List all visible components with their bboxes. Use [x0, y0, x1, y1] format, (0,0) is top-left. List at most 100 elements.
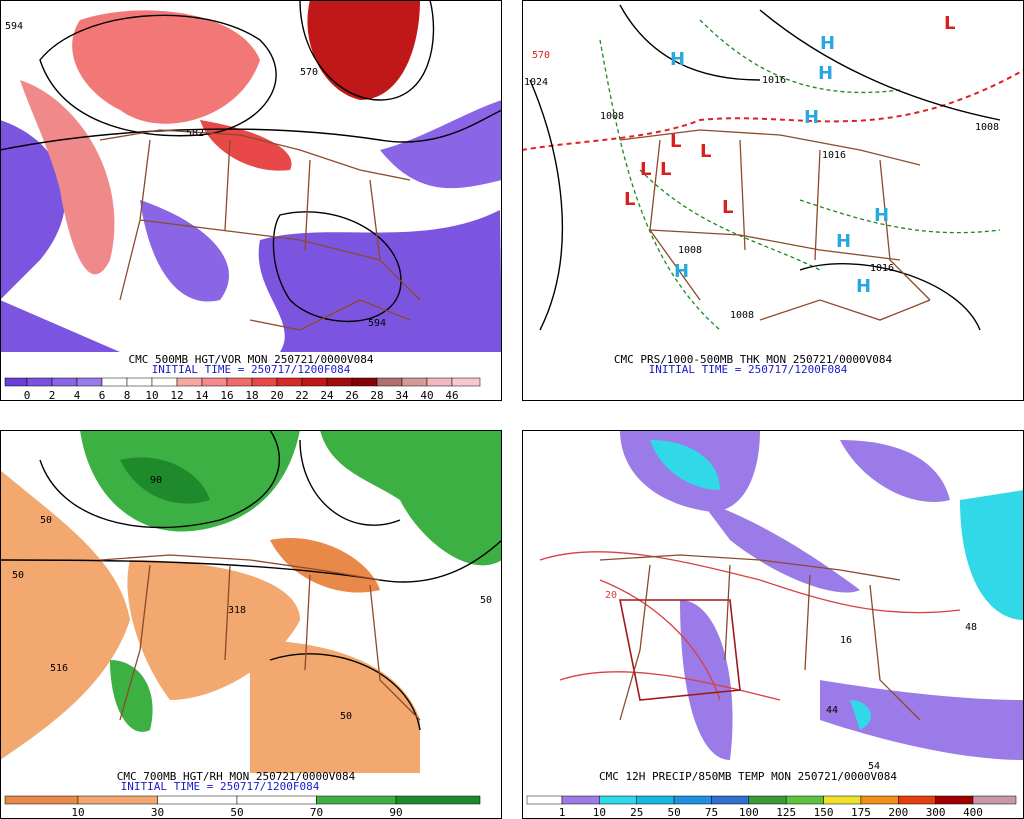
colorbar-label: 300: [926, 806, 946, 819]
colorbar-swatch: [26, 377, 53, 387]
initial-time: INITIAL TIME = 250717/1200F084: [152, 363, 351, 376]
colorbar-label: 150: [814, 806, 834, 819]
colorbar-swatch: [823, 795, 862, 805]
colorbar-swatch: [673, 795, 712, 805]
colorbar-swatch: [599, 795, 637, 805]
initial-time: INITIAL TIME = 250717/1200F084: [121, 780, 320, 793]
colorbar-swatch: [972, 795, 1017, 805]
colorbar-swatch: [376, 377, 403, 387]
colorbar-swatch: [101, 377, 128, 387]
colorbar-label: 2: [49, 389, 56, 402]
pressure-map: 570 1024 1016 1016 1008 1008 1008 1008 1…: [522, 4, 1024, 331]
contour-label: 1016: [762, 75, 786, 86]
colorbar-swatch: [76, 377, 103, 387]
colorbar-label: 6: [99, 389, 106, 402]
contour-label: 1008: [678, 245, 702, 256]
caption: CMC 12H PRECIP/850MB TEMP MON 250721/000…: [599, 770, 897, 783]
contour-label: 1008: [600, 111, 624, 122]
high-symbol: H: [856, 276, 871, 297]
colorbar-swatch: [251, 377, 278, 387]
contour-label: 1008: [730, 310, 754, 321]
contour-label: 594: [368, 318, 386, 329]
colorbar-swatch: [898, 795, 936, 805]
colorbar-label: 12: [170, 389, 183, 402]
colorbar-label: 25: [630, 806, 643, 819]
colorbar-swatch: [526, 795, 563, 805]
colorbar-label: 90: [389, 806, 402, 819]
colorbar-swatch: [401, 377, 428, 387]
colorbar-swatch: [151, 377, 178, 387]
colorbar-label: 46: [445, 389, 458, 402]
high-symbol: H: [674, 261, 689, 282]
contour-label: 20: [605, 590, 617, 601]
colorbar-swatch: [326, 377, 353, 387]
colorbar-swatch: [176, 377, 203, 387]
colorbar-swatch: [561, 795, 600, 805]
contour-label: 16: [840, 635, 852, 646]
contour-label: 1024: [524, 77, 548, 88]
colorbar-label: 10: [71, 806, 84, 819]
low-symbol: L: [670, 131, 681, 152]
colorbar-swatch: [126, 377, 153, 387]
colorbar-label: 50: [667, 806, 680, 819]
colorbar-label: 125: [776, 806, 796, 819]
colorbar-swatch: [276, 377, 303, 387]
colorbar-swatch: [351, 377, 378, 387]
high-symbol: H: [804, 107, 819, 128]
low-symbol: L: [944, 13, 955, 34]
initial-time: INITIAL TIME = 250717/1200F084: [649, 363, 848, 376]
colorbar-label: 14: [195, 389, 209, 402]
colorbar-swatch: [935, 795, 974, 805]
high-symbol: H: [836, 231, 851, 252]
colorbar-label: 75: [705, 806, 718, 819]
precip-map: 44 48 16 54 20: [539, 430, 1024, 772]
colorbar-label: 28: [370, 389, 383, 402]
contour-label: 594: [5, 21, 23, 32]
colorbar-label: 20: [270, 389, 283, 402]
colorbar-swatch: [785, 795, 824, 805]
caption: CMC 700MB HGT/RH MON 250721/0000V084: [117, 770, 356, 783]
vorticity-map: 594 570 582 594: [0, 0, 502, 352]
panel-frame: [522, 430, 1024, 819]
contour-label: 44: [826, 705, 838, 716]
high-symbol: H: [818, 63, 833, 84]
colorbar-label: 4: [74, 389, 81, 402]
colorbar-swatch: [451, 377, 481, 387]
colorbar-label: 16: [220, 389, 233, 402]
contour-label: 582: [186, 128, 204, 139]
colorbar-swatch: [636, 795, 675, 805]
contour-label: 1016: [870, 263, 894, 274]
low-symbol: L: [660, 159, 671, 180]
colorbar-swatch: [426, 377, 453, 387]
colorbar-swatch: [711, 795, 750, 805]
contour-label: 570: [300, 67, 318, 78]
contour-label: 50: [340, 711, 352, 722]
colorbar-label: 18: [245, 389, 258, 402]
contour-label: 1008: [975, 122, 999, 133]
contour-label: 54: [868, 761, 880, 772]
humidity-map: 50 318 516 50 50 50 90: [0, 430, 502, 773]
colorbar-swatch: [236, 795, 317, 805]
colorbar-label: 10: [145, 389, 158, 402]
colorbar-swatch: [226, 377, 253, 387]
colorbar-swatch: [395, 795, 481, 805]
colorbar-label: 0: [24, 389, 31, 402]
colorbar-label: 34: [395, 389, 409, 402]
contour-label: 1016: [822, 150, 846, 161]
colorbar-swatch: [4, 377, 28, 387]
colorbar-label: 8: [124, 389, 131, 402]
low-symbol: L: [700, 141, 711, 162]
colorbar-label: 70: [310, 806, 323, 819]
caption: CMC PRS/1000-500MB THK MON 250721/0000V0…: [614, 353, 893, 366]
panel-frame: [0, 0, 502, 401]
colorbar-swatch: [51, 377, 78, 387]
high-symbol: H: [820, 33, 835, 54]
colorbar-label: 100: [739, 806, 759, 819]
contour-label: 50: [480, 595, 492, 606]
colorbar-swatch: [860, 795, 899, 805]
colorbar-swatch: [201, 377, 228, 387]
colorbar-swatch: [748, 795, 787, 805]
contour-label: 50: [12, 570, 24, 581]
colorbar-swatch: [157, 795, 238, 805]
